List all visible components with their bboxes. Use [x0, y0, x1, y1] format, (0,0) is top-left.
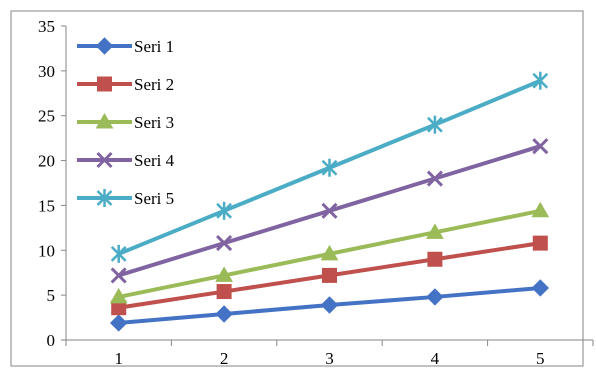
- data-point: [426, 170, 443, 187]
- axes: 0 5 10 15 20 25 30 35 1 2 3 4 5: [38, 17, 594, 368]
- data-point: [216, 235, 233, 252]
- data-point: [320, 244, 339, 261]
- data-point: [322, 267, 337, 283]
- data-point: [531, 279, 550, 297]
- y-tick-label: 20: [38, 152, 55, 171]
- x-tick-label: 2: [220, 349, 229, 368]
- x-tick-label: 3: [325, 349, 334, 368]
- data-point: [532, 138, 549, 155]
- legend-marker-stroke: [96, 151, 113, 169]
- data-point: [427, 115, 443, 134]
- legend-label: Seri 2: [134, 75, 174, 94]
- x-tick-label: 1: [114, 349, 123, 368]
- legend-label: Seri 1: [134, 37, 174, 56]
- series-2: [111, 235, 548, 316]
- legend-marker: [95, 37, 114, 55]
- y-tick-label: 0: [47, 331, 56, 350]
- data-point: [215, 305, 233, 323]
- data-point-stroke: [110, 267, 127, 284]
- y-tick-label: 15: [38, 196, 55, 215]
- legend-label: Seri 5: [134, 189, 174, 208]
- data-point: [321, 202, 338, 219]
- y-tick-label: 10: [38, 241, 55, 260]
- series-layer: [109, 71, 550, 332]
- data-point-stroke: [426, 170, 443, 187]
- y-tick-label: 5: [47, 286, 56, 305]
- legend-entry: Seri 3: [77, 112, 174, 132]
- data-point: [216, 284, 232, 300]
- legend-marker: [96, 151, 113, 169]
- data-point: [426, 223, 444, 239]
- data-point: [320, 296, 339, 314]
- x-tick-label: 5: [536, 349, 545, 368]
- legend-entry: Seri 5: [77, 189, 174, 208]
- legend-entry: Seri 2: [77, 75, 174, 94]
- data-point: [532, 71, 549, 90]
- data-point: [110, 244, 127, 263]
- y-tick-label: 25: [38, 107, 55, 126]
- x-tick-label: 4: [431, 349, 440, 368]
- y-tick-label: 30: [38, 62, 55, 81]
- legend-marker: [96, 189, 113, 207]
- data-point-stroke: [532, 138, 549, 155]
- data-point: [216, 201, 232, 220]
- legend-entry: Seri 4: [77, 151, 175, 170]
- legend-label: Seri 3: [134, 113, 174, 132]
- data-point: [532, 235, 548, 251]
- legend: Seri 1 Seri 2 Seri 3 Seri 4 Seri 5: [77, 37, 175, 208]
- legend-marker: [95, 112, 114, 129]
- chart-area-border: [10, 10, 584, 367]
- data-point: [531, 201, 550, 218]
- data-point: [321, 158, 338, 177]
- legend-marker: [97, 76, 112, 92]
- data-point: [427, 251, 443, 267]
- data-point-stroke: [321, 202, 338, 219]
- data-point: [109, 287, 128, 304]
- legend-entry: Seri 1: [77, 37, 174, 56]
- series-3: [109, 201, 550, 304]
- data-point: [426, 288, 444, 306]
- series-5: [110, 71, 549, 263]
- data-point-stroke: [216, 235, 233, 252]
- data-point: [109, 314, 128, 332]
- y-tick-label: 35: [38, 17, 55, 36]
- series-1: [109, 279, 550, 332]
- data-point: [110, 267, 127, 284]
- series-4: [110, 138, 549, 284]
- legend-label: Seri 4: [134, 151, 175, 170]
- data-point: [215, 266, 233, 282]
